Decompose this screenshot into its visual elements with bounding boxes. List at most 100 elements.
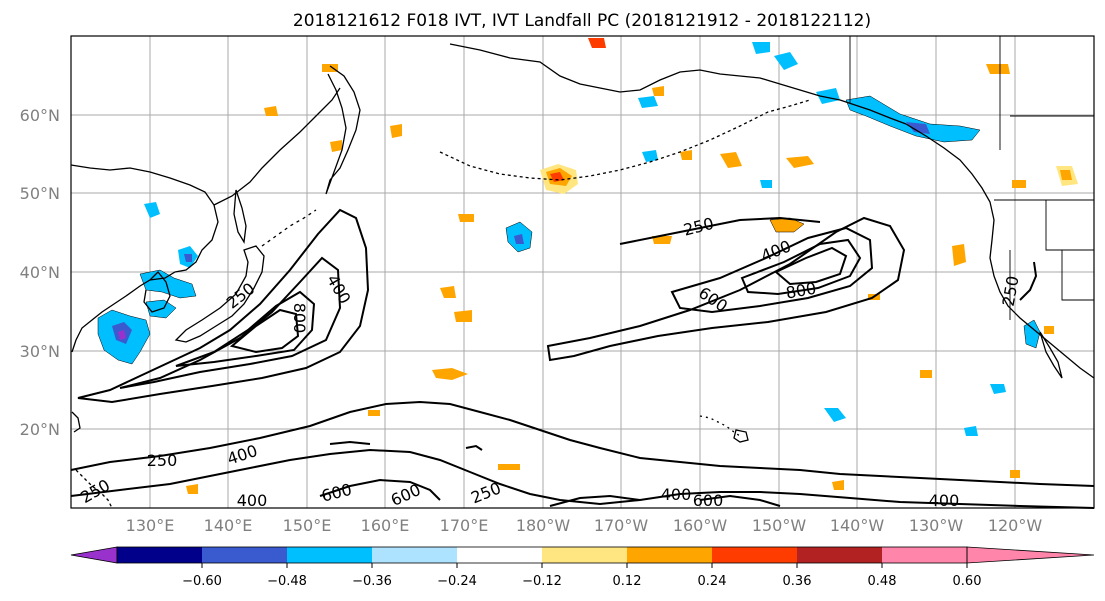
ivt-contour-400-pac	[670, 226, 874, 314]
pc-pos-patch	[952, 244, 966, 266]
pc-neg-patch	[514, 234, 524, 244]
coast-taiwan	[71, 411, 81, 433]
pc-pos-patch	[390, 124, 402, 138]
pc-pos-patch	[322, 64, 338, 72]
ivt-label: 800	[290, 303, 309, 334]
pc-pos-patch	[1060, 170, 1072, 180]
coast-hawaii-big	[733, 429, 749, 443]
ivt-contour-600-south-3	[699, 494, 781, 507]
colorbar-extend-low	[70, 546, 118, 564]
coast-baja	[1039, 331, 1063, 379]
colorbar-extend-high	[966, 546, 1095, 564]
pc-neg-patch	[760, 180, 772, 188]
lon-label: 180°W	[516, 516, 571, 535]
colorbar-segment	[457, 547, 542, 563]
colorbar-tick-label: −0.60	[182, 574, 222, 589]
ivt-contour-250-pac-top	[619, 216, 821, 245]
ivt-contour-250-pac	[546, 216, 906, 362]
pc-pos-patch	[368, 410, 380, 416]
pc-pos-patch	[440, 286, 456, 298]
pc-pos-patch	[652, 236, 672, 244]
lon-label: 130°W	[909, 516, 964, 535]
ivt-contour-600-south-2	[549, 494, 641, 507]
colorbar-tick-label: −0.24	[437, 574, 477, 589]
lon-label: 170°E	[440, 516, 489, 535]
colorbar-ticks	[201, 563, 968, 568]
lat-labels: 60°N 50°N 40°N 30°N 20°N	[20, 106, 60, 439]
pc-pos-patch	[920, 370, 932, 378]
colorbar-tick-label: −0.36	[352, 574, 392, 589]
pc-pos-patch	[550, 172, 564, 182]
pc-neg-patch	[642, 150, 658, 162]
pc-neg-patch	[638, 96, 658, 108]
ivt-label: 400	[237, 491, 268, 510]
ivt-label: 250	[147, 451, 178, 470]
coast-kamchatka	[325, 65, 361, 195]
pc-neg-patch	[845, 95, 981, 143]
lon-label: 160°E	[361, 516, 410, 535]
pc-patches	[97, 38, 1078, 494]
colorbar-segment	[372, 547, 457, 563]
pc-neg-patch	[906, 122, 930, 134]
lon-label: 150°W	[752, 516, 807, 535]
pc-pos-patch	[264, 106, 278, 116]
pc-neg-patch	[139, 269, 197, 299]
pc-neg-patch	[184, 254, 192, 262]
pc-pos-patch	[652, 86, 664, 96]
lat-label: 40°N	[20, 263, 60, 282]
pc-pos-patch	[680, 150, 692, 160]
pc-pos-patch	[786, 156, 814, 168]
colorbar-segment	[202, 547, 287, 563]
ivt-contour-bit	[329, 440, 371, 445]
ivt-contour-250-asia	[77, 208, 370, 404]
lat-label: 60°N	[20, 106, 60, 125]
coast-korea	[143, 271, 171, 313]
ivt-contour-bit-2	[465, 444, 483, 451]
ivt-label: 600	[693, 491, 724, 510]
coast-sakhalin	[233, 189, 247, 244]
coast-japan	[174, 245, 265, 343]
ivt-contour-250-na	[1019, 261, 1038, 301]
lat-label: 50°N	[20, 184, 60, 203]
pc-pos-patch	[1012, 180, 1026, 188]
colorbar-tick-label: 0.60	[953, 574, 982, 589]
pc-neg-patch	[144, 202, 160, 218]
coast-na-west	[905, 123, 1095, 379]
colorbar-tick-label: −0.12	[522, 574, 562, 589]
pc-neg-patch	[1023, 319, 1041, 349]
pc-pos-patch	[1044, 326, 1054, 334]
ivt-label: 400	[661, 485, 692, 504]
ivt-contour-600-pac	[740, 238, 862, 296]
colorbar-segment	[797, 547, 882, 563]
lat-label: 20°N	[20, 420, 60, 439]
colorbar: −0.60 −0.48 −0.36 −0.24 −0.12 0.12 0.24 …	[70, 546, 1095, 589]
colorbar-tick-label: 0.24	[698, 574, 727, 589]
pc-neg-patch	[990, 384, 1006, 394]
lat-label: 30°N	[20, 342, 60, 361]
pc-pos-patch	[588, 38, 606, 48]
coast-asia	[70, 164, 219, 353]
pc-pos-patch	[986, 64, 1010, 74]
ivt-contour-600-asia	[175, 290, 316, 367]
lon-label: 150°E	[283, 516, 332, 535]
ivt-contour-600-south	[319, 478, 441, 501]
ivt-contour-250-south	[70, 400, 1095, 487]
colorbar-segment	[542, 547, 627, 563]
pc-neg-patch	[824, 408, 846, 422]
coast-alaska	[449, 43, 907, 125]
colorbar-segment	[712, 547, 797, 563]
ivt-contour-400-south	[70, 448, 1095, 509]
pc-pos-patch	[832, 480, 844, 490]
lon-label: 120°W	[988, 516, 1043, 535]
colorbar-tick-label: −0.48	[267, 574, 307, 589]
pc-neg-patch	[752, 42, 770, 54]
pc-pos-patch	[1010, 470, 1020, 478]
pc-neg-patch	[964, 426, 978, 436]
lon-label: 160°W	[673, 516, 728, 535]
pc-pos-patch	[454, 310, 472, 322]
pc-neg-patch	[118, 330, 126, 340]
coastlines	[70, 43, 1095, 509]
ivt-contour-800-pac	[774, 246, 848, 286]
pc-pos-patch	[498, 464, 520, 470]
